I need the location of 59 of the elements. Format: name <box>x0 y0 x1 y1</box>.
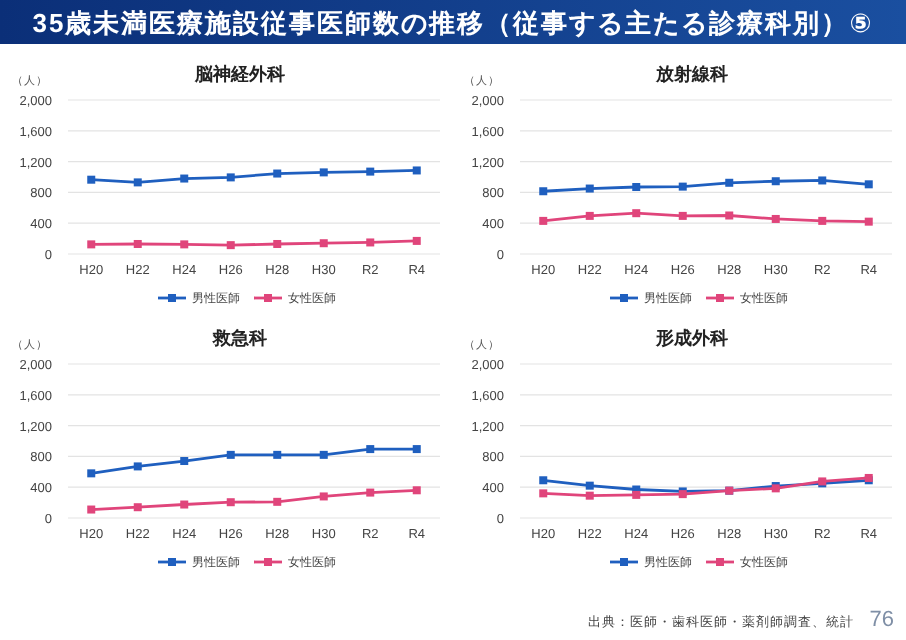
point <box>585 211 594 220</box>
chart-title: 放射線科 <box>654 64 728 84</box>
point <box>366 167 375 176</box>
point <box>366 488 375 497</box>
point <box>632 209 641 218</box>
point <box>273 450 282 459</box>
point <box>585 481 594 490</box>
point <box>319 239 328 248</box>
point <box>319 492 328 501</box>
point <box>771 177 780 186</box>
point <box>864 180 873 189</box>
chart-title: 形成外科 <box>654 328 728 348</box>
point <box>180 174 189 183</box>
point <box>87 175 96 184</box>
point <box>818 216 827 225</box>
point <box>133 462 142 471</box>
chart-title: 脳神経外科 <box>193 64 285 84</box>
point <box>818 176 827 185</box>
point <box>273 497 282 506</box>
point <box>319 450 328 459</box>
point <box>412 236 421 245</box>
point <box>87 469 96 478</box>
point <box>678 211 687 220</box>
point <box>412 486 421 495</box>
point <box>180 240 189 249</box>
point <box>180 500 189 509</box>
point <box>87 505 96 514</box>
point <box>725 211 734 220</box>
point <box>133 178 142 187</box>
point <box>678 182 687 191</box>
point <box>412 445 421 454</box>
point <box>366 238 375 247</box>
point <box>539 489 548 498</box>
point <box>133 503 142 512</box>
point <box>585 491 594 500</box>
point <box>226 241 235 250</box>
text: 76 <box>869 608 894 632</box>
point <box>273 239 282 248</box>
point <box>226 450 235 459</box>
point <box>366 445 375 454</box>
point <box>771 214 780 223</box>
chart-title: 救急科 <box>211 328 267 348</box>
point <box>632 183 641 192</box>
point <box>226 498 235 507</box>
point <box>725 178 734 187</box>
point <box>539 476 548 485</box>
point <box>585 184 594 193</box>
point <box>632 490 641 499</box>
point <box>864 217 873 226</box>
point <box>412 166 421 175</box>
point <box>273 169 282 178</box>
point <box>180 457 189 466</box>
point <box>133 239 142 248</box>
point <box>319 168 328 177</box>
point <box>539 216 548 225</box>
point <box>539 187 548 196</box>
point <box>87 240 96 249</box>
text: 35歳未満医療施設従事医師数の推移（従事する主たる診療科別）⑤ <box>32 8 874 38</box>
point <box>226 173 235 182</box>
